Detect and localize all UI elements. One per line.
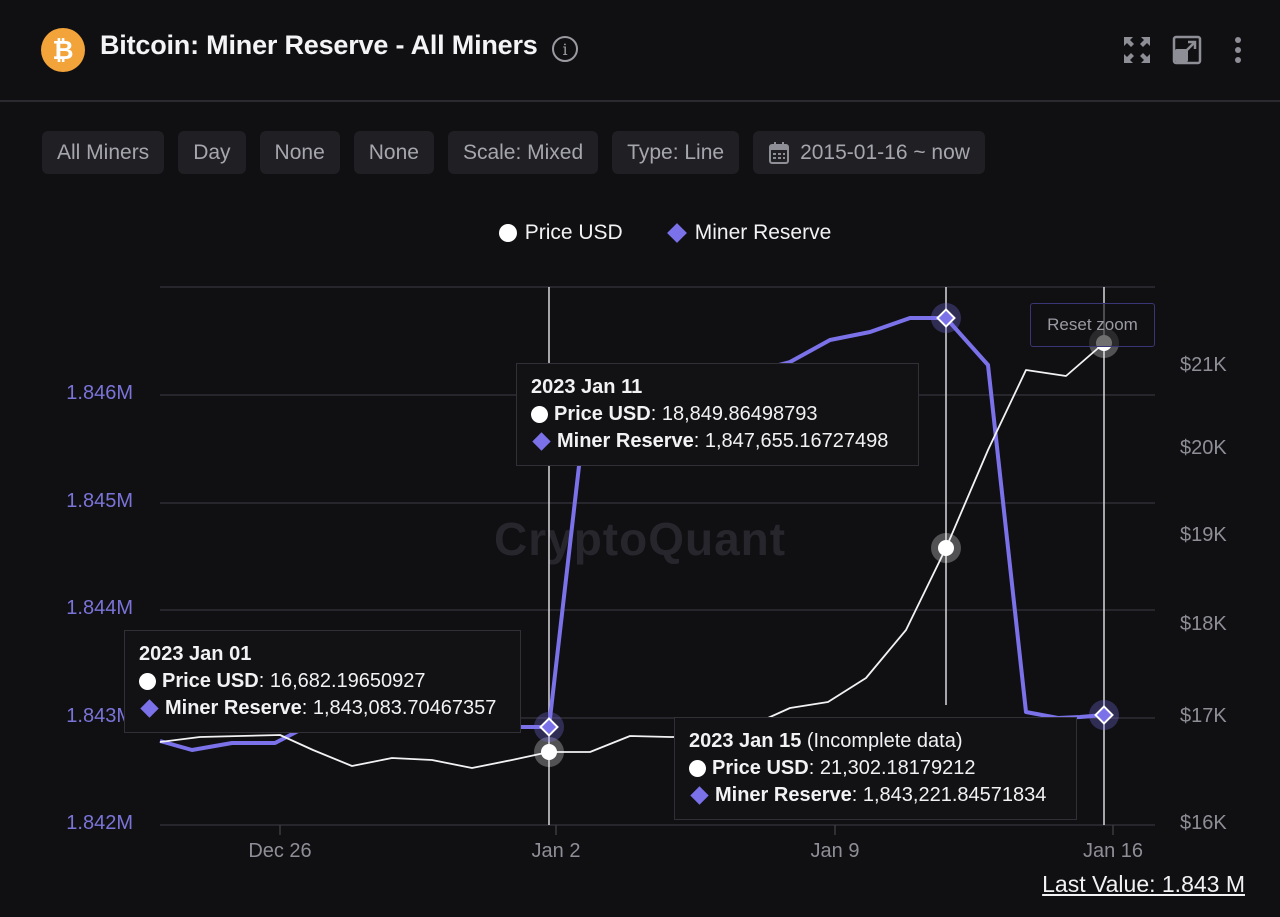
tooltip-jan-15: 2023 Jan 15 (Incomplete data) Price USD:… [674, 717, 1077, 820]
tooltip-reserve-row: Miner Reserve: 1,843,221.84571834 [689, 782, 1062, 809]
legend-label: Miner Reserve [694, 221, 832, 244]
y-right-tick: $20K [1180, 437, 1227, 459]
chart-title: Bitcoin: Miner Reserve - All Miners [100, 30, 538, 60]
y-left-tick: 1.843M [66, 705, 133, 727]
price-label: Price USD [712, 757, 809, 779]
diamond-marker-icon [690, 786, 709, 805]
bitcoin-logo-icon: ₿ [41, 28, 85, 72]
scale-dropdown[interactable]: Scale: Mixed [447, 131, 599, 174]
miner-filter-dropdown[interactable]: All Miners [42, 131, 165, 174]
x-tick: Jan 9 [810, 840, 860, 862]
tooltip-date-text: 2023 Jan 15 [689, 730, 802, 752]
y-right-tick: $17K [1180, 705, 1227, 727]
date-range-picker[interactable]: 2015-01-16 ~ now [753, 131, 985, 174]
price-label: Price USD [554, 403, 651, 425]
tooltip-price-row: Price USD: 16,682.19650927 [139, 668, 506, 695]
open-external-button[interactable] [1171, 34, 1203, 66]
x-ticks [279, 825, 1114, 835]
tooltip-price-row: Price USD: 21,302.18179212 [689, 755, 1062, 782]
indicator-dropdown[interactable]: None [353, 131, 434, 174]
tooltip-date: 2023 Jan 11 [531, 376, 643, 398]
reserve-label: Miner Reserve [557, 430, 694, 452]
reset-zoom-button[interactable]: Reset zoom [1030, 303, 1155, 347]
chart-toolbar: All Miners Day None None Scale: Mixed Ty… [42, 131, 985, 174]
chip-label: All Miners [57, 140, 150, 164]
legend-label: Price USD [524, 221, 623, 244]
incomplete-data-note: (Incomplete data) [801, 730, 963, 752]
y-right-tick: $16K [1180, 812, 1227, 834]
chip-label: None [274, 140, 325, 164]
tooltip-jan-01: 2023 Jan 01 Price USD: 16,682.19650927 M… [124, 630, 521, 733]
watermark: CryptoQuant [494, 513, 787, 565]
price-value: : 16,682.19650927 [258, 670, 426, 692]
reserve-value: : 1,843,083.70467357 [301, 697, 497, 719]
chip-label: None [368, 140, 419, 164]
price-value: : 21,302.18179212 [808, 757, 976, 779]
kebab-menu-icon [1235, 37, 1241, 63]
y-right-tick: $21K [1180, 354, 1227, 376]
price-line [159, 342, 1105, 769]
chip-label: Type: Line [627, 140, 725, 164]
y-right-tick: $18K [1180, 613, 1227, 635]
chart-legend: Price USD Miner Reserve [0, 221, 1280, 245]
expand-arrows-icon [1124, 37, 1150, 63]
chart-header: ₿ Bitcoin: Miner Reserve - All Miners i [0, 0, 1280, 102]
chart-type-dropdown[interactable]: Type: Line [612, 131, 740, 174]
legend-item-reserve[interactable]: Miner Reserve [666, 221, 832, 245]
reserve-label: Miner Reserve [165, 697, 302, 719]
circle-marker-icon [689, 760, 706, 777]
y-right-tick: $19K [1180, 524, 1227, 546]
info-icon[interactable]: i [552, 36, 578, 62]
tooltip-reserve-row: Miner Reserve: 1,843,083.70467357 [139, 695, 506, 722]
legend-item-price[interactable]: Price USD [498, 221, 623, 245]
y-left-tick: 1.842M [66, 812, 133, 834]
tooltip-date: 2023 Jan 15 (Incomplete data) [689, 728, 1062, 755]
chip-label: Day [193, 140, 231, 164]
tooltip-price-row: Price USD: 18,849.86498793 [531, 401, 904, 428]
tooltip-jan-11: 2023 Jan 11 Price USD: 18,849.86498793 M… [516, 363, 919, 466]
diamond-marker-icon [532, 432, 551, 451]
reserve-value: : 1,843,221.84571834 [851, 784, 1047, 806]
x-tick: Jan 2 [531, 840, 581, 862]
price-label: Price USD [162, 670, 259, 692]
diamond-marker-icon [140, 699, 159, 718]
more-options-button[interactable] [1222, 34, 1254, 66]
y-left-tick: 1.846M [66, 382, 133, 404]
interval-dropdown[interactable]: Day [178, 131, 246, 174]
circle-marker-icon [139, 673, 156, 690]
tooltip-date: 2023 Jan 01 [139, 643, 252, 665]
moving-average-dropdown[interactable]: None [259, 131, 340, 174]
last-value-link[interactable]: Last Value: 1.843 M [1042, 871, 1245, 897]
chip-label: Scale: Mixed [462, 140, 584, 164]
x-tick: Dec 26 [248, 840, 312, 862]
info-glyph: i [562, 39, 568, 59]
circle-marker-icon [531, 406, 548, 423]
circle-marker-icon [498, 224, 517, 242]
tooltip-reserve-row: Miner Reserve: 1,847,655.16727498 [531, 428, 904, 455]
chip-label: 2015-01-16 ~ now [800, 140, 970, 164]
x-tick: Jan 16 [1082, 840, 1144, 862]
y-left-tick: 1.844M [66, 597, 133, 619]
y-left-tick: 1.845M [66, 490, 133, 512]
reserve-value: : 1,847,655.16727498 [693, 430, 889, 452]
reserve-label: Miner Reserve [715, 784, 852, 806]
bitcoin-glyph: ₿ [52, 34, 74, 65]
fullscreen-button[interactable] [1121, 34, 1153, 66]
popout-icon [1172, 35, 1202, 65]
price-value: : 18,849.86498793 [650, 403, 818, 425]
calendar-icon [769, 141, 790, 164]
